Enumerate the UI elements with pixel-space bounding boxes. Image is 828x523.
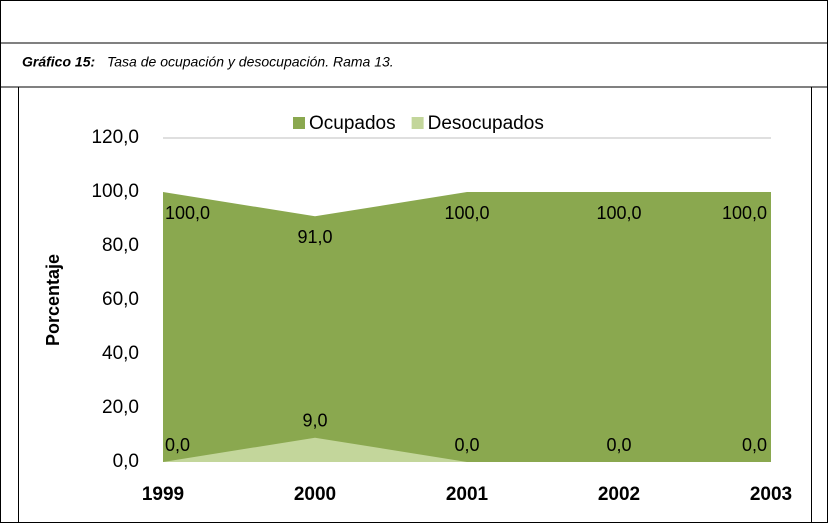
data-label: 0,0 xyxy=(742,435,767,455)
legend-swatch xyxy=(411,117,424,129)
y-tick-label: 120,0 xyxy=(91,127,139,148)
data-label: 0,0 xyxy=(454,435,479,455)
x-tick-label: 2000 xyxy=(294,484,336,505)
y-tick-label: 100,0 xyxy=(91,181,139,202)
legend-swatch xyxy=(293,117,305,129)
y-tick-label: 40,0 xyxy=(102,343,139,364)
y-tick-label: 60,0 xyxy=(102,289,139,310)
area xyxy=(163,437,771,462)
y-tick-label: 20,0 xyxy=(102,397,139,418)
data-label: 100,0 xyxy=(165,203,210,223)
legend-label: Ocupados xyxy=(309,113,396,134)
x-tick-label: 1999 xyxy=(142,484,184,505)
y-tick-label: 0,0 xyxy=(113,451,139,472)
x-tick-label: 2002 xyxy=(598,484,640,505)
x-tick-label: 2001 xyxy=(446,484,489,505)
data-label: 100,0 xyxy=(722,203,767,223)
data-label: 100,0 xyxy=(596,203,641,223)
data-label: 0,0 xyxy=(606,435,631,455)
legend-label: Desocupados xyxy=(428,113,544,134)
y-tick-label: 80,0 xyxy=(102,235,139,256)
data-label: 100,0 xyxy=(444,203,489,223)
data-label: 91,0 xyxy=(297,227,332,247)
chart-frame xyxy=(18,86,812,523)
chart-title: Tasa de ocupación y desocupación. Rama 1… xyxy=(107,54,394,70)
data-label: 0,0 xyxy=(165,435,190,455)
area xyxy=(163,192,771,462)
title-prefix: Gráfico 15: xyxy=(22,54,95,70)
y-axis-label: Porcentaje xyxy=(43,254,63,346)
data-label: 9,0 xyxy=(302,410,327,430)
x-tick-label: 2003 xyxy=(750,484,792,505)
